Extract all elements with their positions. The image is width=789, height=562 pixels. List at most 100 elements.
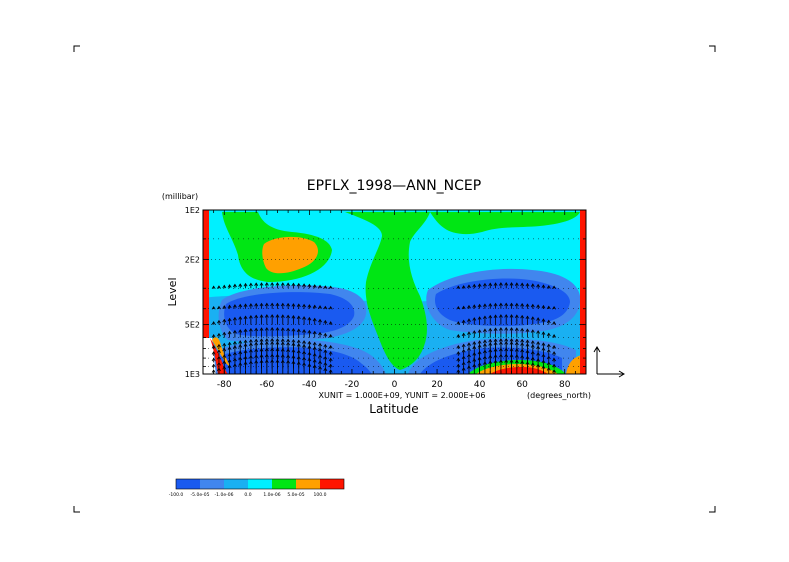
vector-arrow bbox=[307, 316, 312, 325]
legend-label: 100.0 bbox=[314, 492, 327, 498]
legend-label: 5.0e-05 bbox=[287, 492, 304, 498]
vector-arrow bbox=[227, 341, 232, 349]
vector-arrow bbox=[328, 334, 333, 338]
vector-arrow bbox=[461, 332, 466, 338]
vector-arrow bbox=[552, 363, 557, 369]
vector-arrow bbox=[217, 305, 221, 310]
vector-arrow bbox=[312, 341, 317, 349]
vector-arrow bbox=[270, 302, 275, 309]
vector-arrow bbox=[504, 327, 509, 338]
vector-arrow bbox=[328, 363, 333, 369]
vector-arrow bbox=[302, 316, 307, 325]
vector-arrow bbox=[270, 282, 275, 289]
vector-arrow bbox=[456, 363, 461, 369]
vector-arrow bbox=[546, 305, 551, 310]
vector-arrow bbox=[238, 303, 243, 309]
vector-arrow bbox=[536, 283, 541, 289]
vector-arrow bbox=[280, 282, 285, 289]
vector-arrow bbox=[296, 282, 301, 289]
vector-arrow bbox=[552, 305, 557, 310]
vector-arrow bbox=[520, 314, 525, 325]
vector-arrow bbox=[296, 315, 301, 325]
vector-arrow bbox=[536, 304, 541, 309]
vector-arrow bbox=[328, 285, 333, 290]
vector-arrow bbox=[546, 343, 551, 349]
vector-arrow bbox=[211, 285, 216, 290]
y-axis-tick-labels: 1E2 2E2 5E2 1E3 bbox=[185, 206, 200, 379]
vector-arrow bbox=[552, 334, 557, 338]
vector-arrow bbox=[232, 283, 237, 289]
vector-arrow bbox=[291, 338, 296, 349]
vector-arrow bbox=[541, 304, 546, 309]
crop-marks bbox=[73, 45, 716, 513]
vector-arrow bbox=[323, 355, 328, 363]
vector-arrow bbox=[259, 314, 264, 325]
vector-arrow bbox=[509, 314, 514, 325]
ep-flux-vectors bbox=[211, 282, 557, 374]
vector-arrow bbox=[264, 282, 269, 289]
vector-arrow bbox=[482, 339, 487, 349]
region-equatorial-green-plume bbox=[345, 212, 430, 370]
vector-arrow bbox=[296, 303, 301, 309]
legend-swatch bbox=[224, 479, 248, 489]
vector-arrow bbox=[530, 316, 535, 325]
vector-arrow bbox=[541, 284, 546, 289]
vector-arrow bbox=[232, 340, 237, 349]
y-axis-label: Level bbox=[166, 277, 179, 306]
region-southern-upper-orange bbox=[262, 236, 318, 274]
vector-arrow bbox=[259, 327, 264, 338]
vector-arrow bbox=[323, 332, 328, 338]
vector-arrow bbox=[248, 282, 253, 289]
region-north-pole-red bbox=[580, 210, 586, 374]
vector-arrow bbox=[302, 283, 307, 289]
vector-arrow bbox=[291, 303, 296, 309]
vector-arrow bbox=[307, 329, 312, 338]
vector-arrow bbox=[328, 321, 333, 325]
vector-arrow bbox=[498, 302, 503, 309]
vector-arrow bbox=[243, 315, 248, 325]
vector-arrow bbox=[456, 305, 461, 310]
vector-arrow bbox=[530, 303, 535, 309]
x-tick-label: 0 bbox=[392, 380, 398, 390]
vector-arrow bbox=[456, 345, 461, 349]
vector-arrow bbox=[520, 327, 525, 338]
vector-arrow bbox=[222, 342, 227, 349]
vector-arrow bbox=[488, 303, 493, 309]
vector-arrow bbox=[461, 285, 466, 289]
vector-arrow bbox=[504, 282, 509, 289]
vector-arrow bbox=[275, 302, 280, 309]
vector-arrow bbox=[280, 302, 285, 309]
legend-swatch bbox=[320, 479, 344, 489]
vector-arrow bbox=[238, 283, 243, 289]
vector-arrow bbox=[280, 314, 285, 325]
vector-arrow bbox=[248, 338, 253, 349]
legend-swatch bbox=[296, 479, 320, 489]
vector-arrow bbox=[328, 345, 333, 349]
x-tick-label: 60 bbox=[516, 380, 528, 390]
vector-arrow bbox=[275, 314, 280, 325]
vector-arrow bbox=[248, 327, 253, 338]
vector-arrow bbox=[546, 348, 551, 356]
vector-arrow bbox=[482, 282, 487, 289]
vector-arrow bbox=[323, 361, 328, 369]
region-southern-midlevel-blue bbox=[224, 292, 355, 337]
y-tick-label: 5E2 bbox=[185, 321, 200, 330]
vector-arrow bbox=[254, 314, 259, 325]
vector-arrow bbox=[461, 305, 466, 310]
vector-arrow bbox=[456, 334, 461, 338]
vector-arrow bbox=[328, 357, 333, 363]
vector-arrow bbox=[482, 328, 487, 338]
region-northern-surface-red bbox=[490, 367, 548, 374]
vector-arrow bbox=[296, 339, 301, 349]
vector-arrow bbox=[227, 317, 232, 325]
vector-arrow bbox=[222, 318, 227, 325]
x-tick-label: -80 bbox=[217, 380, 232, 390]
vector-arrow bbox=[254, 327, 259, 338]
region-northern-midlevel-blue bbox=[434, 278, 570, 327]
reference-vectors bbox=[593, 346, 625, 378]
vector-arrow bbox=[318, 318, 322, 325]
vector-arrow bbox=[254, 338, 259, 349]
vector-arrow bbox=[461, 348, 466, 356]
